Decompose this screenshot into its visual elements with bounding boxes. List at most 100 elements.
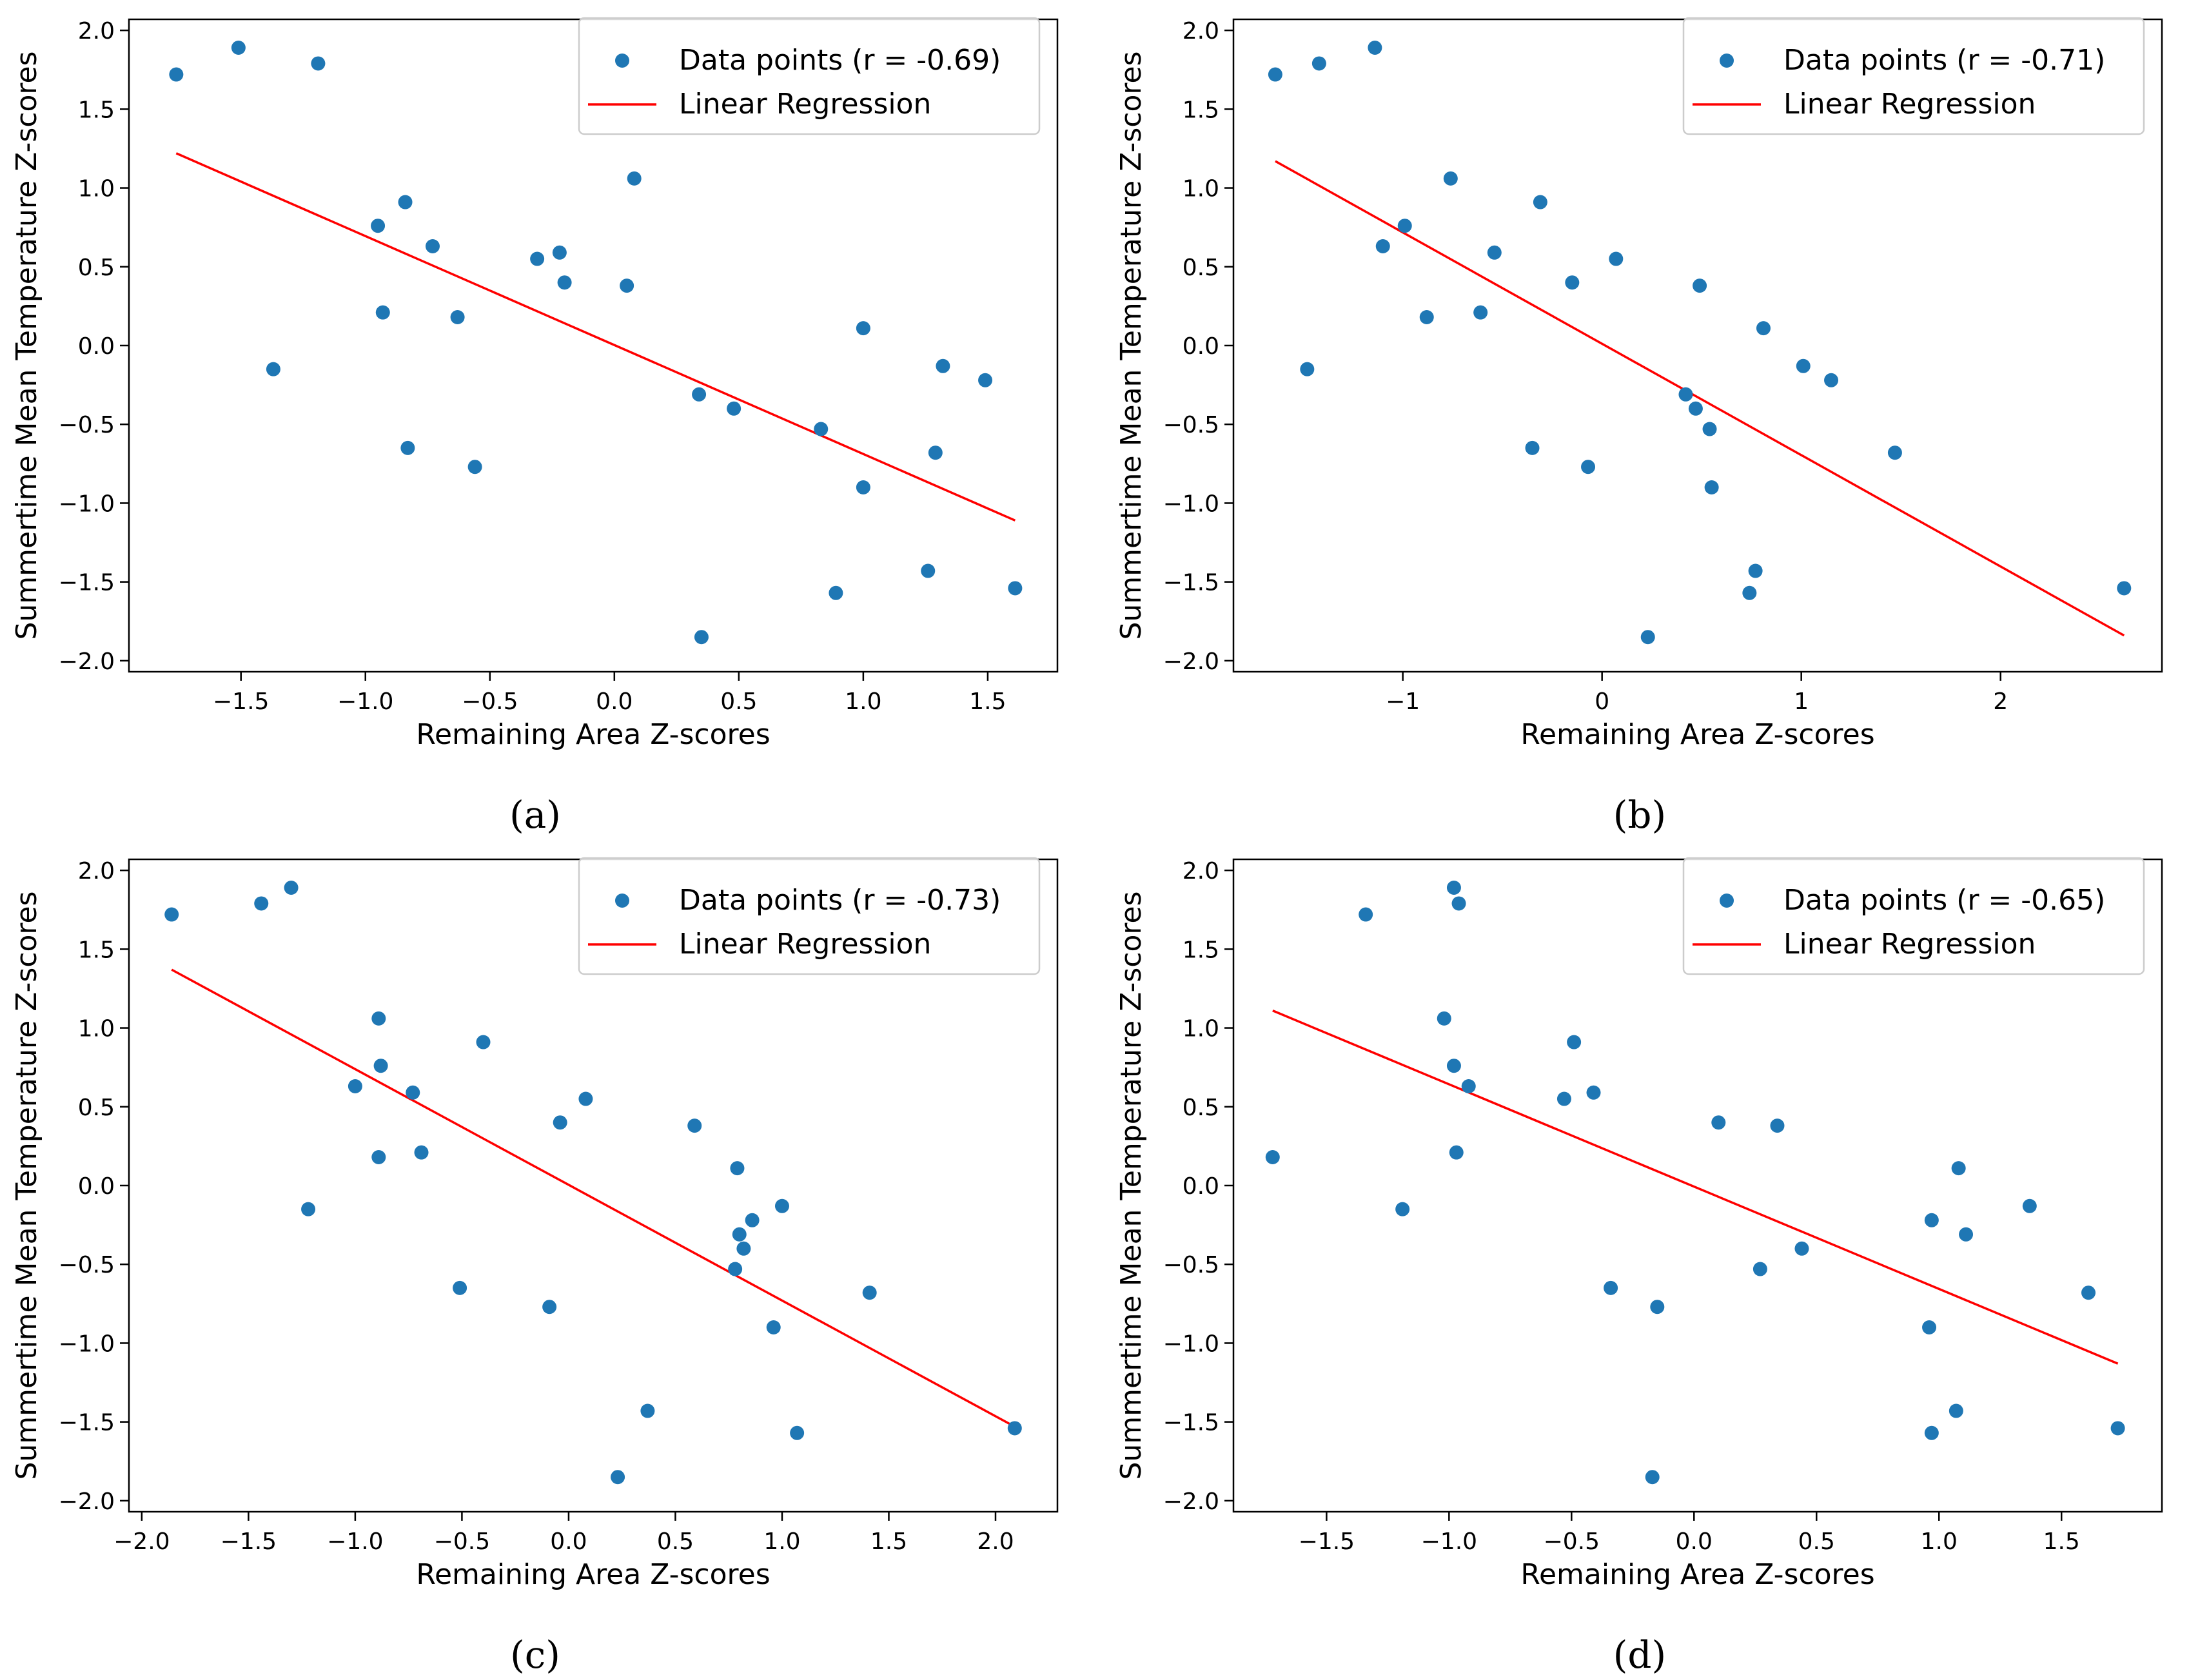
y-tick-label: 0.0 — [1183, 1173, 1219, 1200]
y-tick-label: −2.0 — [59, 1489, 115, 1515]
data-point — [736, 1241, 751, 1256]
x-tick-label: −1.0 — [327, 1529, 383, 1555]
y-tick-label: −1.5 — [59, 570, 115, 596]
regression-line — [171, 968, 1016, 1428]
y-tick-label: −1.5 — [1163, 570, 1219, 596]
data-point — [1645, 1470, 1660, 1485]
data-point — [231, 41, 246, 55]
legend-label-line: Linear Regression — [679, 928, 931, 961]
chart-panel-b: −1 0 1 2 −2.0 −1.5 −1.0 −0.5 0.0 0.5 1.0 1.5 2.0 Rema… — [1104, 0, 2209, 840]
x-tick-label: −1 — [1386, 689, 1420, 715]
x-tick-label: −0.5 — [1544, 1529, 1600, 1555]
legend-marker-points — [1720, 894, 1734, 908]
scatter-plot-a: −1.5 −1.0 −0.5 0.0 0.5 1.0 1.5 −2.0 −1.5 −1.0 −0.5… — [10, 17, 1059, 837]
data-point — [1609, 251, 1624, 266]
data-point — [1533, 195, 1547, 210]
y-tick-label: −1.5 — [59, 1410, 115, 1436]
data-point — [1556, 1091, 1571, 1106]
data-point — [373, 1059, 388, 1073]
x-tick-label: −0.5 — [462, 689, 518, 715]
chart-panel-d: −1.5 −1.0 −0.5 0.0 0.5 1.0 1.5 −2.0 −1.5 −1.0 −0.5… — [1104, 840, 2209, 1680]
data-point — [414, 1145, 429, 1160]
y-axis-label: Summertime Mean Temperature Z-scores — [10, 51, 43, 640]
x-axis-label: Remaining Area Z-scores — [416, 718, 770, 751]
legend-marker-points — [615, 54, 629, 68]
data-point — [1567, 1035, 1582, 1050]
data-point — [1678, 387, 1693, 402]
x-tick-label: 1.0 — [845, 689, 881, 715]
data-point — [627, 171, 642, 186]
data-point — [1770, 1118, 1785, 1133]
panel-caption: (a) — [509, 793, 561, 837]
y-tick-label: 0.5 — [78, 255, 115, 281]
data-point — [301, 1202, 316, 1216]
data-point — [1711, 1115, 1726, 1130]
data-point — [266, 362, 280, 376]
data-point — [692, 387, 707, 402]
data-point — [1473, 305, 1488, 320]
legend-label-points: Data points (r = -0.73) — [679, 884, 1001, 917]
data-point — [1359, 907, 1373, 922]
data-point — [578, 1091, 593, 1106]
data-point — [1922, 1320, 1937, 1334]
y-axis-label: Summertime Mean Temperature Z-scores — [1115, 51, 1148, 640]
data-point — [732, 1227, 747, 1242]
data-point — [398, 195, 413, 210]
x-tick-label: 0.0 — [550, 1529, 587, 1555]
data-point — [311, 56, 326, 71]
data-point — [1581, 460, 1596, 474]
data-point — [1794, 1241, 1809, 1256]
y-tick-label: 0.0 — [1183, 333, 1219, 360]
data-point — [1702, 422, 1717, 436]
legend-marker-points — [1720, 54, 1734, 68]
data-point — [371, 1150, 386, 1164]
data-point — [164, 907, 179, 922]
data-point — [1368, 41, 1382, 55]
regression-line — [1272, 1010, 2119, 1365]
data-point — [694, 630, 709, 645]
data-point — [1824, 373, 1839, 387]
data-point — [552, 245, 567, 260]
data-point — [1650, 1300, 1665, 1314]
data-point — [1756, 321, 1771, 336]
chart-panel-c: −2.0 −1.5 −1.0 −0.5 0.0 0.5 1.0 1.5 2.0 −2.0 −1.5 −… — [0, 840, 1104, 1680]
x-tick-label: 1.0 — [1921, 1529, 1958, 1555]
y-tick-label: 1.5 — [1183, 97, 1219, 123]
data-point — [1748, 563, 1763, 578]
data-point — [1268, 67, 1282, 82]
data-point — [1449, 1145, 1464, 1160]
data-point — [728, 1262, 743, 1276]
data-point — [2110, 1421, 2125, 1436]
x-tick-label: 2 — [1993, 689, 2008, 715]
data-point — [169, 67, 184, 82]
data-point — [790, 1425, 805, 1440]
x-tick-label: 1.5 — [969, 689, 1006, 715]
data-point — [928, 445, 943, 460]
y-tick-label: −2.0 — [1163, 649, 1219, 675]
x-tick-label: 0.5 — [1798, 1529, 1835, 1555]
legend-box — [578, 857, 1041, 975]
x-tick-label: 2.0 — [977, 1529, 1014, 1555]
x-tick-label: 0.0 — [596, 689, 633, 715]
data-point — [1951, 1161, 1966, 1176]
data-point — [620, 278, 634, 293]
y-tick-label: 2.0 — [1183, 18, 1219, 44]
y-tick-label: 2.0 — [78, 18, 115, 44]
data-point — [2081, 1285, 2096, 1300]
data-point — [1437, 1011, 1451, 1026]
legend-label-line: Linear Regression — [1783, 88, 2036, 121]
legend-label-line: Linear Regression — [1783, 928, 2036, 961]
data-point — [530, 251, 545, 266]
x-tick-label: 0.5 — [720, 689, 757, 715]
data-point — [1949, 1403, 1963, 1418]
y-tick-label: −1.5 — [1163, 1410, 1219, 1436]
data-point — [2117, 581, 2132, 596]
data-point — [640, 1403, 655, 1418]
data-point — [1586, 1085, 1601, 1100]
data-point — [1924, 1425, 1939, 1440]
data-point — [1924, 1213, 1939, 1227]
y-tick-label: −1.0 — [59, 491, 115, 517]
panel-caption: (d) — [1613, 1633, 1666, 1677]
data-point — [453, 1280, 467, 1295]
legend-box — [1682, 857, 2145, 975]
